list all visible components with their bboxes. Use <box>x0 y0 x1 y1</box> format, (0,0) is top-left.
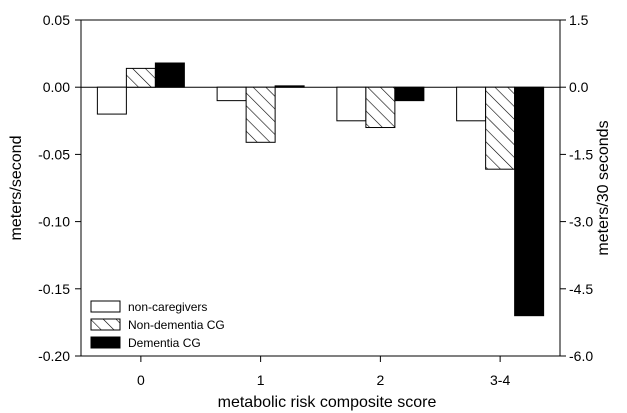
y2-axis-label: meters/30 seconds <box>595 120 612 255</box>
y-tick-label: -0.10 <box>38 214 70 230</box>
y2-tick-label: -6.0 <box>569 348 593 364</box>
bar <box>394 86 425 102</box>
bar <box>245 86 276 143</box>
legend-swatch <box>90 318 121 331</box>
bar <box>336 86 367 122</box>
legend-label: Dementia CG <box>128 336 201 350</box>
legend-swatch <box>90 336 121 349</box>
y2-tick-label: 0.0 <box>569 79 589 95</box>
bar <box>125 67 156 88</box>
y2-tick-label: -3.0 <box>569 214 593 230</box>
y-tick-label: -0.20 <box>38 348 70 364</box>
x-axis-label: metabolic risk composite score <box>218 394 437 411</box>
legend-label: Non-dementia CG <box>128 318 225 332</box>
y-tick-label: 0.00 <box>43 79 70 95</box>
bar <box>96 86 127 115</box>
y-tick-label: -0.05 <box>38 146 70 162</box>
x-tick-label: 0 <box>137 372 145 388</box>
plot-frame <box>80 19 561 357</box>
bar <box>365 86 396 129</box>
y2-tick-label: -4.5 <box>569 281 593 297</box>
legend-label: non-caregivers <box>128 300 207 314</box>
y2-tick-label: -1.5 <box>569 146 593 162</box>
bar <box>485 86 516 170</box>
y-tick-label: -0.15 <box>38 281 70 297</box>
y2-tick-label: 1.5 <box>569 12 589 28</box>
plot-area: 0.05 0.00 -0.05 -0.10 -0.15 -0.20 1.5 0.0 -1.5 -3… <box>38 12 593 388</box>
legend-swatch <box>90 300 121 313</box>
bar <box>456 86 487 122</box>
x-tick-label: 1 <box>257 372 265 388</box>
bar <box>154 62 185 88</box>
y-tick-label: 0.05 <box>43 12 70 28</box>
x-tick-label: 3-4 <box>490 372 510 388</box>
y-axis-label: meters/second <box>8 136 25 241</box>
bar <box>216 86 247 102</box>
x-tick-label: 2 <box>376 372 384 388</box>
bar <box>274 85 305 88</box>
bar <box>514 86 545 317</box>
